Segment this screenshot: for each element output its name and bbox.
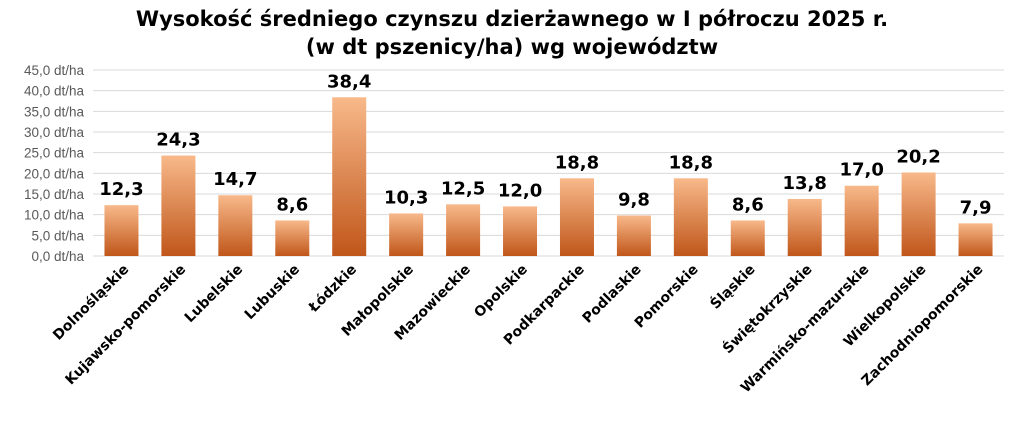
- bar: [844, 185, 879, 256]
- data-label: 8,6: [276, 194, 308, 215]
- y-tick-label: 25,0 dt/ha: [24, 146, 85, 161]
- data-label: 12,0: [498, 180, 542, 201]
- bar: [787, 198, 822, 256]
- data-label: 18,8: [669, 152, 713, 173]
- data-label: 38,4: [327, 71, 371, 92]
- y-axis-ticks: 0,0 dt/ha 5,0 dt/ha 10,0 dt/ha 15,0 dt/ha 20…: [24, 63, 85, 264]
- bar: [389, 213, 424, 256]
- bar: [673, 178, 708, 256]
- x-tick-label: Opolskie: [471, 262, 531, 322]
- data-label: 12,5: [441, 178, 485, 199]
- y-tick-label: 45,0 dt/ha: [24, 63, 85, 78]
- data-labels: 12,3 24,3 14,7 8,6 38,4 10,3 12,5 12,0 18,8 9,8 18…: [99, 71, 991, 218]
- bars: [104, 97, 993, 256]
- data-label: 7,9: [960, 197, 992, 218]
- data-label: 17,0: [839, 160, 883, 181]
- bar: [332, 97, 367, 256]
- bar: [104, 205, 139, 256]
- bar: [616, 215, 651, 256]
- bar: [958, 223, 993, 256]
- y-tick-label: 5,0 dt/ha: [31, 228, 84, 243]
- y-tick-label: 20,0 dt/ha: [24, 166, 85, 181]
- bar: [446, 204, 481, 256]
- x-tick-label: Śląskie: [706, 260, 759, 313]
- data-label: 14,7: [213, 169, 257, 190]
- data-label: 9,8: [618, 189, 650, 210]
- data-label: 24,3: [156, 130, 200, 151]
- chart-subtitle: (w dt pszenicy/ha) wg województw: [306, 35, 718, 59]
- data-label: 18,8: [555, 152, 599, 173]
- bar: [218, 195, 253, 256]
- y-tick-label: 40,0 dt/ha: [24, 84, 85, 99]
- bar: [559, 178, 594, 256]
- bar: [730, 220, 765, 256]
- y-tick-label: 30,0 dt/ha: [24, 125, 85, 140]
- y-tick-label: 10,0 dt/ha: [24, 208, 85, 223]
- y-tick-label: 0,0 dt/ha: [31, 249, 84, 264]
- bar: [161, 155, 196, 256]
- x-tick-label: Zachodniopomorskie: [859, 262, 987, 390]
- x-tick-label: Kujawsko-pomorskie: [63, 262, 190, 389]
- x-tick-label: Łódzkie: [305, 262, 360, 317]
- data-label: 20,2: [896, 147, 940, 168]
- chart-title: Wysokość średniego czynszu dzierżawnego …: [136, 7, 888, 31]
- bar: [901, 172, 936, 256]
- x-tick-label: Lubuskie: [242, 262, 303, 323]
- data-label: 8,6: [732, 194, 764, 215]
- data-label: 10,3: [384, 187, 428, 208]
- bar: [275, 220, 310, 256]
- bar: [503, 206, 538, 256]
- y-tick-label: 15,0 dt/ha: [24, 187, 85, 202]
- y-tick-label: 35,0 dt/ha: [24, 104, 85, 119]
- data-label: 12,3: [99, 179, 143, 200]
- data-label: 13,8: [783, 173, 827, 194]
- x-tick-label: Lubelskie: [182, 262, 246, 326]
- x-axis-ticks: DolnośląskieKujawsko-pomorskieLubelskieL…: [50, 260, 986, 396]
